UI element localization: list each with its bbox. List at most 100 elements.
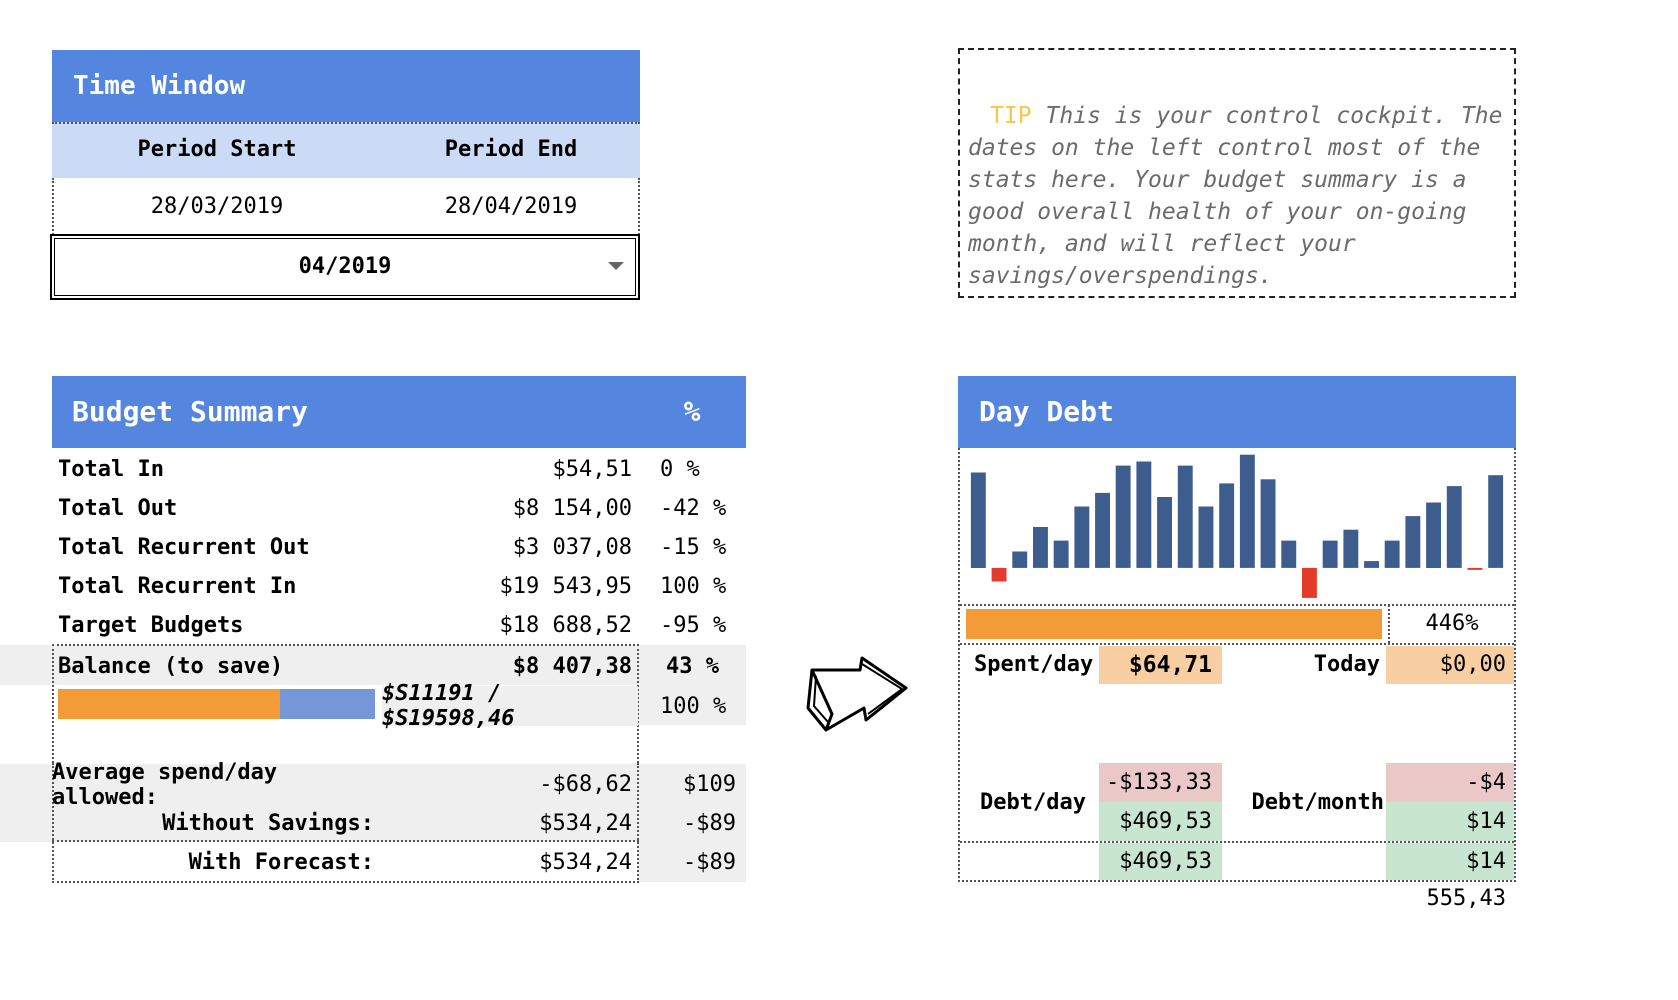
chart-bar [1157, 497, 1172, 568]
spend-row-label: Without Savings: [162, 811, 374, 836]
chart-bar [1239, 454, 1255, 568]
budget-pct-header: % [638, 376, 746, 448]
budget-row-label: Total Out [58, 496, 178, 521]
budget-summary-panel: Budget Summary % Total In $54,51 0 % Tot… [0, 0, 760, 1000]
tip-box: TIP This is your control cockpit. The dat… [958, 48, 1516, 298]
savings-progress-bar [58, 689, 375, 719]
chart-bar [1364, 561, 1379, 568]
chart-bar [1281, 540, 1297, 568]
spend-row-amount: $534,24 [539, 811, 632, 836]
chart-bar [1136, 461, 1152, 568]
savings-progress-text-cell [382, 686, 638, 726]
balance-row: Balance (to save) $8 407,38 43 % [52, 646, 746, 686]
spend-row-extra: -$89 [683, 811, 736, 836]
spend-row-amount: -$68,62 [539, 772, 632, 797]
spend-row-extra: $109 [683, 772, 736, 797]
spend-row-label: With Forecast: [188, 850, 374, 875]
period-select-value: 04/2019 [298, 254, 392, 279]
debt-month-label: Debt/month [1251, 790, 1384, 815]
chart-bar [1012, 551, 1028, 568]
debt-month-value: -$4 133,23 [1386, 763, 1514, 834]
chart-bar [1198, 506, 1214, 568]
budget-row-amount: $18 688,52 [499, 613, 632, 638]
chart-bar [1260, 479, 1276, 568]
chart-bar [1074, 506, 1090, 568]
chart-bar [1095, 492, 1110, 568]
debt-day-value: $469,53 [1099, 843, 1222, 880]
day-debt-panel: Day Debt 446% Spent/day $64,71 Today $0,… [958, 376, 1516, 911]
chevron-down-icon [608, 262, 624, 270]
tip-content: TIP This is your control cockpit. The dat… [968, 100, 1506, 292]
budget-row-pct: 0 % [660, 457, 700, 482]
spent-day-label: Spent/day [974, 652, 1094, 677]
budget-row-amount: $8 154,00 [512, 496, 632, 521]
day-debt-bar-chart [970, 454, 1504, 598]
balance-label: Balance (to save) [58, 653, 284, 679]
budget-row: Total Recurrent In $19 543,95 100 % [52, 567, 746, 606]
chart-bar [1219, 483, 1235, 568]
time-window-panel: Time Window Period Start Period End 28/0… [50, 50, 640, 300]
budget-row-label: Target Budgets [58, 613, 244, 638]
debt-month-value: $14 555,43 [1386, 802, 1514, 873]
chart-bar [991, 567, 1007, 582]
spend-row: Average spend/day allowed: -$68,62 $109 [52, 760, 746, 810]
chart-bar [1384, 540, 1400, 568]
time-window-dates-row [52, 178, 640, 235]
budget-summary-header: Budget Summary [52, 376, 638, 448]
spend-row-extra: -$89 [683, 850, 736, 875]
balance-box [52, 644, 639, 763]
today-label: Today [1313, 652, 1380, 677]
chart-bar [1343, 529, 1359, 568]
budget-row-pct: -15 % [660, 535, 727, 560]
budget-row-pct: -42 % [660, 496, 727, 521]
chart-bar [1302, 567, 1317, 598]
debt-day-label: Debt/day [980, 790, 1086, 815]
savings-progress-text: $S11191 / $S19598,46 [382, 681, 515, 731]
hand-drawn-arrow-icon [802, 656, 914, 736]
balance-amount: $8 407,38 [512, 653, 632, 679]
budget-row: Target Budgets $18 688,52 -95 % [52, 606, 746, 645]
budget-row: Total Out $8 154,00 -42 % [52, 489, 746, 528]
day-debt-header: Day Debt [958, 376, 1516, 448]
chart-bar [1115, 465, 1131, 568]
period-end-date[interactable]: 28/04/2019 [444, 194, 578, 219]
time-window-title-text: Time Window [73, 71, 246, 101]
day-debt-progress-fill [966, 609, 1382, 639]
budget-row-amount: $19 543,95 [499, 574, 632, 599]
period-end-header: Period End [444, 137, 578, 162]
day-debt-progress-bar [966, 609, 1382, 639]
tip-text: This is your control cockpit. The dates … [968, 103, 1503, 289]
budget-row-amount: $54,51 [552, 457, 632, 482]
debt-day-value: -$133,33 [1099, 763, 1222, 802]
period-start-date[interactable]: 28/03/2019 [150, 194, 284, 219]
chart-bar [1446, 486, 1462, 568]
period-select[interactable]: 04/2019 [50, 234, 640, 300]
chart-bar [1053, 540, 1069, 568]
chart-bar [1405, 516, 1421, 568]
chart-bar [1322, 540, 1338, 568]
period-start-header: Period Start [137, 137, 297, 162]
chart-bar [1488, 475, 1504, 568]
spend-row: With Forecast: $534,24 -$89 [52, 843, 746, 882]
chart-bar [1177, 465, 1193, 568]
savings-progress-fill [58, 689, 280, 719]
budget-row-amount: $3 037,08 [512, 535, 632, 560]
budget-row-label: Total In [58, 457, 164, 482]
spent-day-value: $64,71 [1099, 646, 1222, 684]
day-debt-progress-pct: 446% [1425, 611, 1479, 636]
budget-summary-title: Budget Summary [72, 395, 309, 428]
spend-row: Without Savings: $534,24 -$89 [52, 804, 746, 843]
spend-row-amount: $534,24 [539, 850, 632, 875]
budget-row-pct: -95 % [660, 613, 727, 638]
savings-progress-pct: 100 % [660, 693, 727, 719]
time-window-col-headers [52, 122, 640, 178]
debt-day-value: $469,53 [1099, 802, 1222, 841]
day-debt-title: Day Debt [979, 395, 1114, 428]
spend-row-label: Average spend/day allowed: [52, 759, 278, 810]
day-debt-chart [964, 452, 1510, 602]
budget-row-pct: 100 % [660, 574, 727, 599]
balance-pct: 43 % [666, 653, 719, 679]
chart-bar [970, 472, 986, 568]
today-value: $0,00 [1386, 646, 1514, 684]
budget-row-label: Total Recurrent In [58, 574, 297, 599]
